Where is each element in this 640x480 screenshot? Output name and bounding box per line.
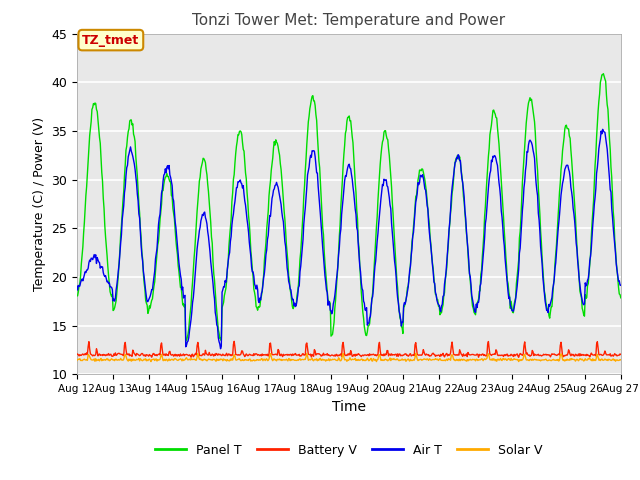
- Title: Tonzi Tower Met: Temperature and Power: Tonzi Tower Met: Temperature and Power: [192, 13, 506, 28]
- X-axis label: Time: Time: [332, 400, 366, 414]
- Legend: Panel T, Battery V, Air T, Solar V: Panel T, Battery V, Air T, Solar V: [150, 439, 548, 462]
- Text: TZ_tmet: TZ_tmet: [82, 34, 140, 47]
- Y-axis label: Temperature (C) / Power (V): Temperature (C) / Power (V): [33, 117, 45, 291]
